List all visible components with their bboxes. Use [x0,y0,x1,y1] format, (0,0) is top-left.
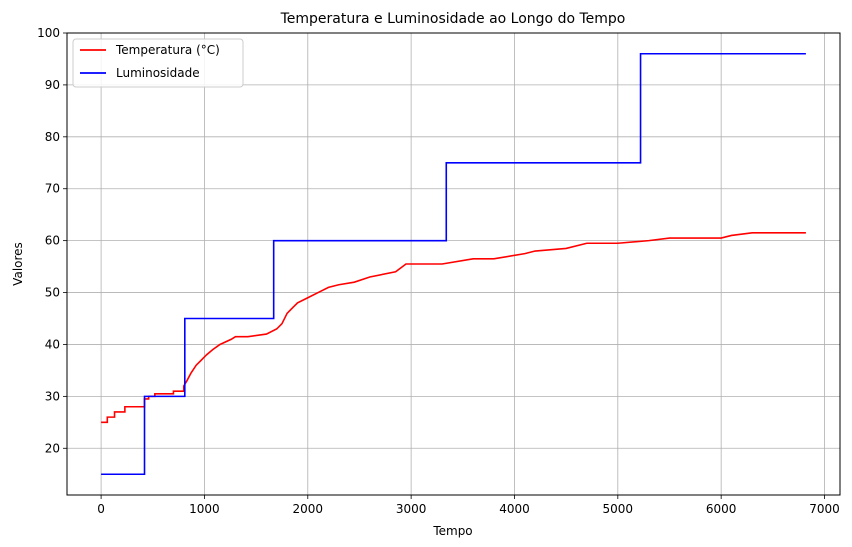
x-tick-label: 5000 [603,502,634,516]
series-line-temperatura [101,232,806,424]
x-tick-label: 0 [97,502,105,516]
y-tick-label: 50 [45,286,60,300]
grid [67,32,840,495]
y-tick-label: 100 [37,26,60,40]
legend: Temperatura (°C) Luminosidade [72,38,244,88]
legend-box [72,38,244,88]
y-tick-label: 80 [45,130,60,144]
y-axis-label: Valores [11,242,25,286]
legend-label-luminosidade: Luminosidade [116,66,200,80]
y-tick-label: 60 [45,234,60,248]
y-tick-label: 30 [45,389,60,403]
x-tick-label: 1000 [189,502,220,516]
x-axis: 0 1000 2000 3000 4000 5000 6000 7000 [97,495,840,516]
series-line-luminosidade [101,52,806,476]
series-layer [101,52,806,476]
x-tick-label: 6000 [706,502,737,516]
y-tick-label: 90 [45,78,60,92]
y-axis: 20 30 40 50 60 70 80 90 100 [37,26,67,455]
chart-title: Temperatura e Luminosidade ao Longo do T… [280,11,626,27]
x-tick-label: 7000 [809,502,840,516]
y-tick-label: 20 [45,441,60,455]
x-tick-label: 3000 [396,502,427,516]
y-tick-label: 70 [45,182,60,196]
plot-frame [66,32,841,496]
y-tick-label: 40 [45,337,60,351]
x-tick-label: 2000 [293,502,324,516]
x-tick-label: 4000 [499,502,530,516]
x-axis-label: Tempo [432,524,472,538]
legend-label-temperatura: Temperatura (°C) [115,43,220,57]
